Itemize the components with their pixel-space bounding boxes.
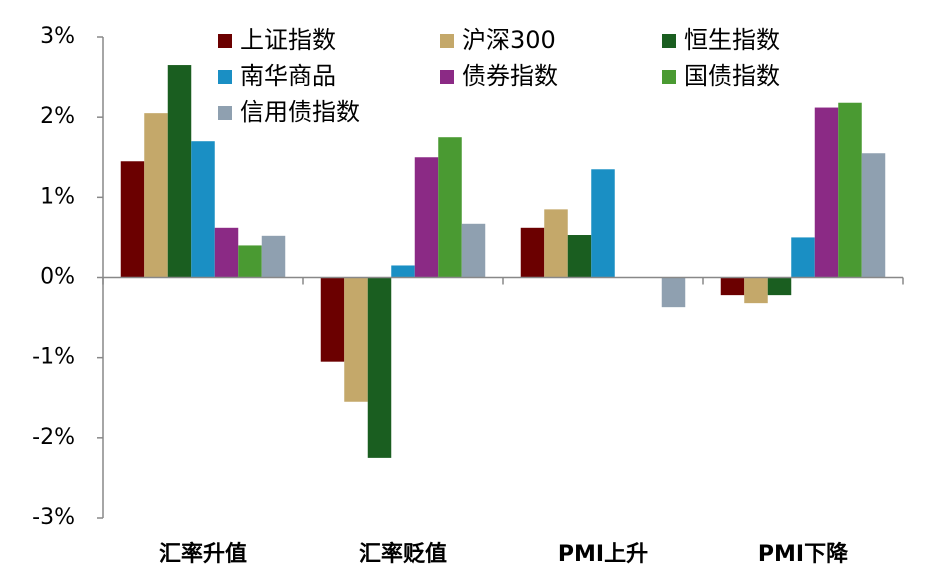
bar xyxy=(861,153,886,278)
bar xyxy=(438,137,462,278)
legend-label: 恒生指数 xyxy=(684,26,780,54)
bar xyxy=(261,235,286,278)
x-tick-label: PMI下降 xyxy=(758,542,849,567)
legend-swatch xyxy=(218,106,232,120)
x-tick-label: PMI上升 xyxy=(558,542,648,567)
legend-label: 南华商品 xyxy=(240,62,336,90)
bar xyxy=(661,277,686,308)
bar xyxy=(167,65,192,278)
y-tick-label: -3% xyxy=(32,505,75,530)
legend-label: 沪深300 xyxy=(462,26,556,54)
bar xyxy=(391,265,415,278)
bar xyxy=(320,277,345,362)
legend-swatch xyxy=(662,34,676,48)
bar xyxy=(214,227,239,278)
bar xyxy=(744,277,768,304)
bar xyxy=(814,107,839,278)
legend-swatch xyxy=(662,70,676,84)
bar xyxy=(461,223,486,278)
bar xyxy=(567,235,592,278)
legend-label: 信用债指数 xyxy=(240,98,360,126)
bar xyxy=(238,245,262,278)
bar xyxy=(544,209,568,278)
y-tick-label: 2% xyxy=(40,104,75,129)
legend-swatch xyxy=(218,70,232,84)
legend-swatch xyxy=(440,34,454,48)
bar xyxy=(414,157,439,278)
legend-label: 国债指数 xyxy=(684,62,780,90)
legend-label: 上证指数 xyxy=(240,26,336,54)
bar xyxy=(191,141,215,278)
bar xyxy=(838,102,862,278)
y-tick-label: -1% xyxy=(32,345,75,370)
bar xyxy=(720,277,745,296)
bar xyxy=(791,237,815,278)
y-tick-label: 3% xyxy=(40,24,75,49)
bar xyxy=(520,227,545,278)
y-tick-label: -2% xyxy=(32,425,75,450)
bar xyxy=(344,277,368,402)
bar xyxy=(120,161,145,278)
legend-label: 债券指数 xyxy=(462,62,558,90)
y-tick-label: 0% xyxy=(40,265,75,290)
bar xyxy=(591,169,615,278)
y-tick-label: 1% xyxy=(40,184,75,209)
legend-swatch xyxy=(440,70,454,84)
bar xyxy=(144,113,168,278)
x-tick-label: 汇率贬值 xyxy=(359,541,447,567)
bar xyxy=(367,277,392,458)
bar xyxy=(767,277,792,296)
legend-swatch xyxy=(218,34,232,48)
x-tick-label: 汇率升值 xyxy=(159,541,247,567)
